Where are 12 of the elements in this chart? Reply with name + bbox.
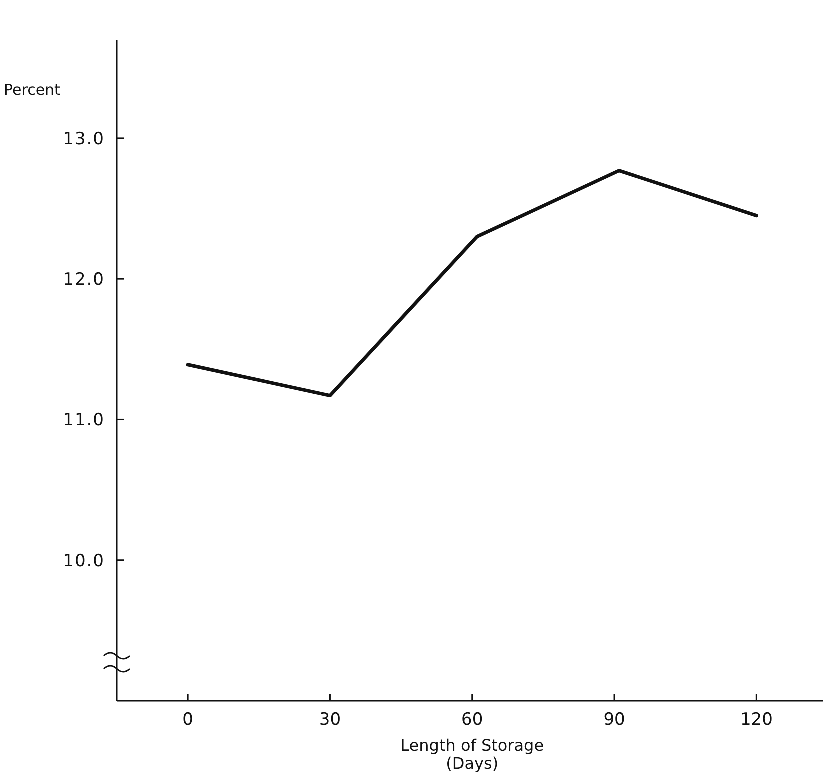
x-tick-label: 90: [604, 710, 626, 730]
x-tick-label: 60: [462, 710, 484, 730]
line-series: [186, 169, 758, 398]
x-tick-label: 0: [182, 710, 194, 730]
x-tick-label: 30: [319, 710, 342, 730]
x-tick-label: 120: [740, 710, 773, 730]
y-tick-label: 13.0: [63, 129, 105, 150]
y-tick-label: 12.0: [63, 270, 105, 290]
y-tick-label: 11.0: [63, 410, 105, 431]
y-axis-title: Percent: [4, 81, 61, 99]
y-tick-label: 10.0: [63, 551, 105, 572]
x-axis-title: Length of Storage (Days): [400, 736, 544, 773]
